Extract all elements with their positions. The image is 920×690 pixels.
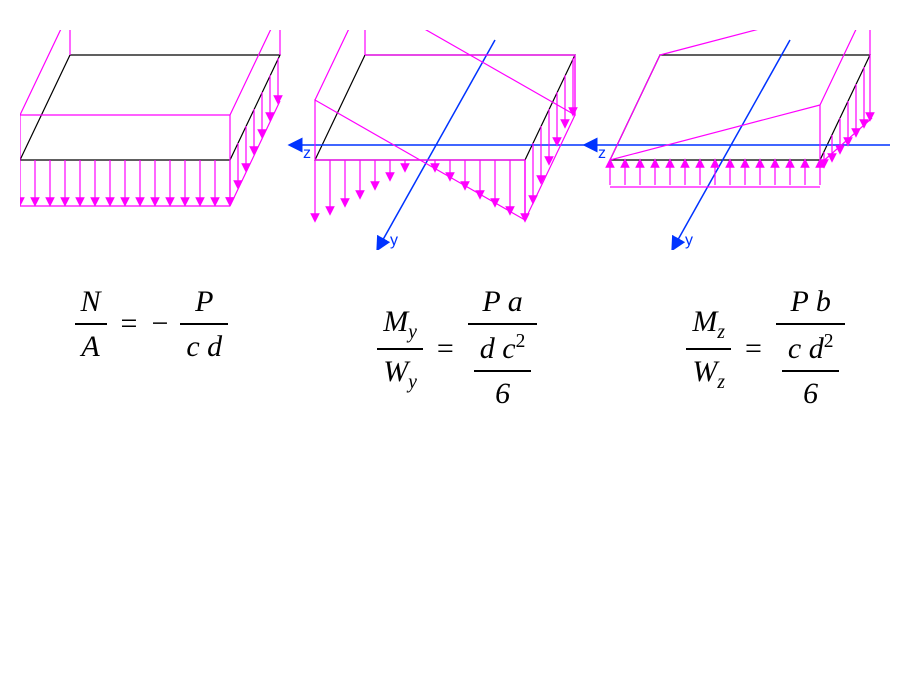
f1-rhs-num: P [189,280,219,323]
f1-lhs-num: N [75,280,107,323]
axis-label-y2: y [685,232,693,249]
minus-sign: − [151,307,172,341]
stress-diagrams-row: z y [20,30,900,250]
formula-n-over-a: N A = − P c d [75,280,229,368]
formula-my-over-wy: My Wy = P a d c2 6 [377,280,537,417]
diagram-mz: z y [590,30,890,249]
equals-sign: = [115,307,144,341]
axis-label-y: y [390,232,398,249]
f1-lhs-den: A [75,325,105,368]
f2-lhs-num: My [377,300,423,347]
f3-rhs-den: c d2 6 [776,325,846,417]
formula-mz-over-wz: Mz Wz = P b c d2 6 [686,280,845,417]
axis-label-z: z [303,145,311,162]
f2-rhs-den: d c2 6 [468,325,538,417]
f2-rhs-num: P a [476,280,528,323]
equals-sign: = [431,332,460,366]
f3-lhs-num: Mz [686,300,731,347]
f1-rhs-den: c d [180,325,228,368]
f2-lhs-den: Wy [377,350,423,397]
f3-rhs-num: P b [785,280,837,323]
formulas-row: N A = − P c d My Wy = P a [0,280,920,480]
f3-lhs-den: Wz [686,350,731,397]
equals-sign: = [739,332,768,366]
diagram-uniform [20,30,280,206]
diagrams-svg: z y [20,30,900,250]
diagram-my: z y [295,30,595,249]
axis-label-z2: z [598,145,606,162]
